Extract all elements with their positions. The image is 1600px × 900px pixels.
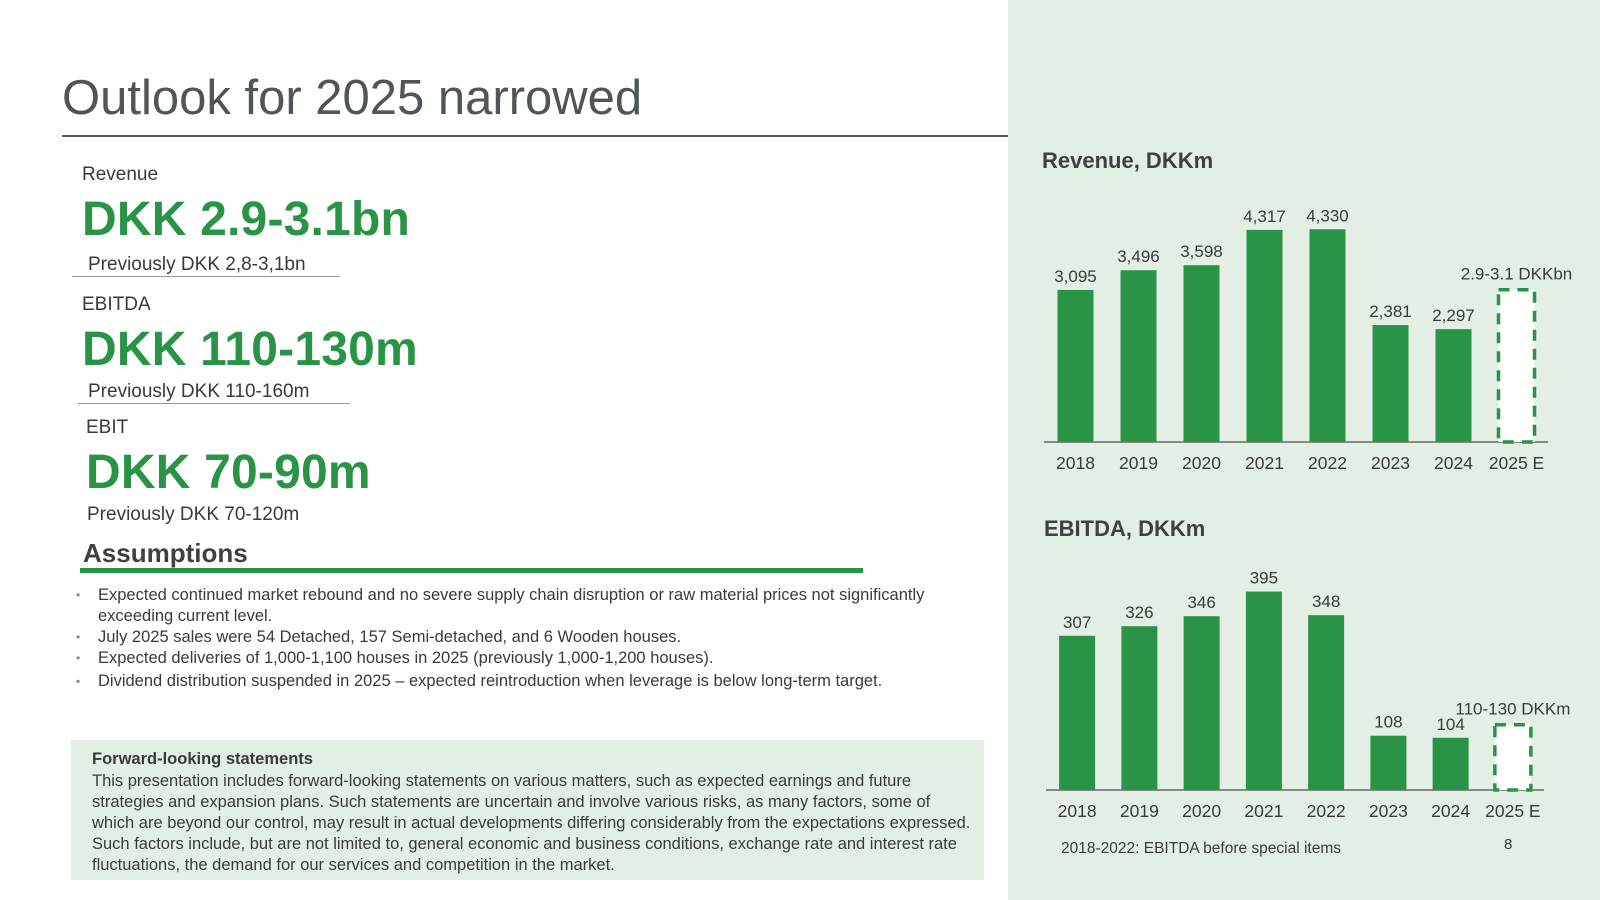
assumption-item: ▪ Dividend distribution suspended in 2025… [74, 671, 994, 692]
revenue-tick-label: 2021 [1245, 453, 1284, 473]
page-number: 8 [1504, 836, 1513, 853]
revenue-chart-title: Revenue, DKKm [1042, 148, 1214, 173]
forward-looking-text: This presentation includes forward-looki… [92, 772, 971, 874]
revenue-bar [1435, 329, 1472, 442]
revenue-tick-label: 2020 [1182, 453, 1221, 473]
bullet-icon: • [76, 630, 81, 644]
ebitda-tick-label: 2021 [1244, 801, 1283, 821]
ebitda-tick-label: 2025 E [1485, 801, 1540, 821]
ebitda-chart: 307 2018 326 2019 346 2020 395 2021 348 2022 108 20… [1046, 569, 1570, 821]
page-title: Outlook for 2025 narrowed [62, 71, 643, 125]
bullet-icon: • [76, 651, 81, 665]
assumption-item: • July 2025 sales were 54 Detached, 157 S… [74, 627, 994, 648]
kpi-revenue-label: Revenue [82, 164, 159, 185]
kpi-revenue-divider [72, 276, 340, 277]
assumption-text: Dividend distribution suspended in 2025 … [98, 672, 883, 690]
revenue-bar [1372, 325, 1409, 442]
forward-looking-title: Forward-looking statements [92, 750, 313, 768]
assumption-item: • Expected continued market rebound and n… [74, 585, 994, 627]
kpi-revenue-previous: Previously DKK 2,8-3,1bn [88, 254, 306, 275]
revenue-value-label: 4,317 [1243, 207, 1286, 226]
revenue-bar [1057, 289, 1094, 442]
assumption-text: Expected continued market rebound and no… [98, 586, 925, 625]
revenue-bar [1309, 229, 1346, 442]
ebitda-estimate-label: 110-130 DKKm [1455, 700, 1570, 719]
revenue-chart: 3,095 2018 3,496 2019 3,598 2020 4,317 2021 4,33… [1044, 206, 1573, 473]
ebitda-tick-label: 2023 [1369, 801, 1408, 821]
revenue-tick-label: 2022 [1308, 453, 1347, 473]
bullet-icon: • [76, 588, 81, 602]
ebitda-tick-label: 2018 [1058, 801, 1097, 821]
assumption-text: July 2025 sales were 54 Detached, 157 Se… [98, 628, 682, 646]
forward-looking-box: Forward-looking statements This presenta… [71, 740, 984, 880]
ebitda-value-label: 346 [1187, 593, 1215, 612]
kpi-ebit-previous: Previously DKK 70-120m [87, 504, 300, 525]
kpi-ebit-label: EBIT [86, 417, 129, 438]
ebitda-bar [1432, 737, 1469, 790]
ebitda-chart-title: EBITDA, DKKm [1044, 516, 1206, 541]
ebitda-bar [1183, 616, 1220, 790]
assumption-text: Expected deliveries of 1,000-1,100 house… [98, 649, 714, 667]
kpi-ebitda-previous: Previously DKK 110-160m [88, 381, 310, 402]
ebitda-value-label: 307 [1063, 613, 1091, 632]
assumption-item: • Expected deliveries of 1,000-1,100 hous… [74, 648, 994, 669]
ebitda-value-label: 104 [1436, 715, 1464, 734]
ebitda-tick-label: 2020 [1182, 801, 1221, 821]
ebitda-bar [1245, 591, 1282, 790]
revenue-value-label: 2,297 [1432, 306, 1475, 325]
revenue-tick-label: 2024 [1434, 453, 1473, 473]
footnote: 2018-2022: EBITDA before special items [1061, 840, 1342, 857]
revenue-value-label: 3,496 [1117, 247, 1160, 266]
revenue-bar [1120, 270, 1157, 442]
kpi-ebitda-divider [78, 403, 350, 404]
kpi-revenue-value: DKK 2.9-3.1bn [82, 193, 411, 246]
kpi-ebit-value: DKK 70-90m [86, 446, 371, 499]
ebitda-bar [1370, 735, 1407, 790]
revenue-tick-label: 2019 [1119, 453, 1158, 473]
bullet-icon: ▪ [76, 674, 81, 688]
ebitda-bar [1308, 615, 1345, 790]
revenue-tick-label: 2018 [1056, 453, 1095, 473]
revenue-bar [1246, 229, 1283, 442]
revenue-estimate-label: 2.9-3.1 DKKbn [1461, 265, 1573, 284]
assumptions-list: • Expected continued market rebound and n… [74, 585, 994, 692]
ebitda-estimate-bar [1493, 722, 1533, 792]
revenue-tick-label: 2023 [1371, 453, 1410, 473]
ebitda-bar [1059, 635, 1096, 790]
assumptions-heading: Assumptions [83, 538, 248, 568]
revenue-value-label: 2,381 [1369, 302, 1412, 321]
title-divider [62, 135, 1008, 137]
revenue-bar [1183, 265, 1220, 442]
ebitda-value-label: 326 [1125, 603, 1153, 622]
assumptions-underline [80, 568, 863, 573]
ebitda-tick-label: 2022 [1307, 801, 1346, 821]
revenue-value-label: 3,598 [1180, 242, 1223, 261]
ebitda-value-label: 395 [1250, 569, 1278, 588]
ebitda-value-label: 108 [1374, 713, 1402, 732]
revenue-tick-label: 2025 E [1489, 453, 1544, 473]
revenue-estimate-bar [1496, 287, 1537, 444]
ebitda-value-label: 348 [1312, 592, 1340, 611]
kpi-ebitda-value: DKK 110-130m [82, 323, 418, 376]
ebitda-tick-label: 2024 [1431, 801, 1470, 821]
kpi-ebitda-label: EBITDA [82, 294, 151, 315]
ebitda-bar [1121, 626, 1158, 790]
ebitda-tick-label: 2019 [1120, 801, 1159, 821]
revenue-value-label: 4,330 [1306, 206, 1349, 225]
revenue-value-label: 3,095 [1054, 267, 1097, 286]
